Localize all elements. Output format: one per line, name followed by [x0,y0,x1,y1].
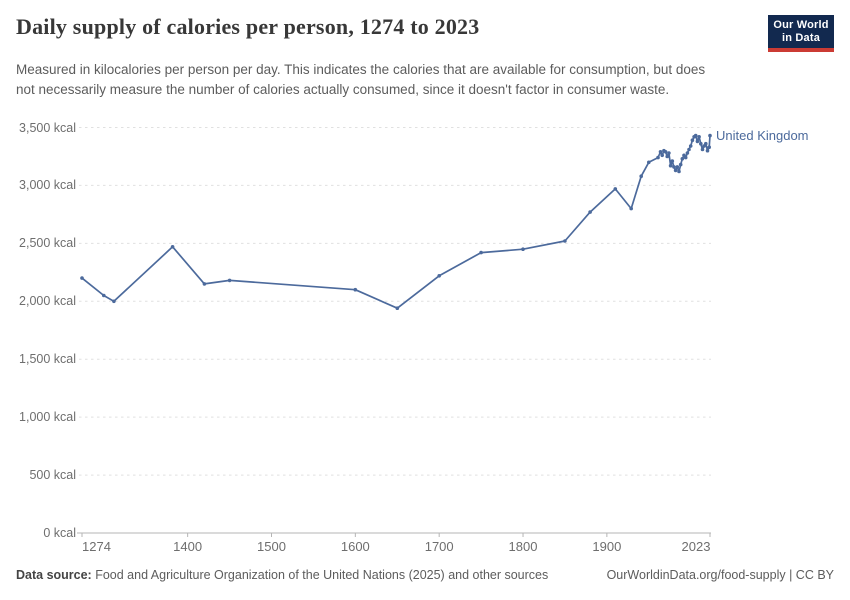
data-point-marker [521,247,525,251]
x-tick-label: 2023 [681,539,711,554]
x-tick-label: 1900 [592,539,622,554]
data-point-marker [697,135,701,139]
owid-logo-line1: Our World [773,18,829,31]
owid-logo[interactable]: Our World in Data [768,15,834,52]
owid-logo-line2: in Data [781,31,821,44]
chart-footer: Data source: Food and Agriculture Organi… [16,568,834,582]
uk-line-series [81,134,711,310]
chart-subtitle: Measured in kilocalories per person per … [16,62,706,97]
data-point-marker [437,274,442,278]
y-tick-label: 2,500 kcal [19,236,76,251]
x-tick-label: 1500 [257,539,286,554]
data-point-marker [647,160,651,165]
y-tick-label: 3,000 kcal [19,178,76,193]
y-tick-label: 2,000 kcal [19,294,76,309]
data-point-marker [707,145,711,149]
data-point-marker [693,133,698,138]
data-point-marker [395,306,400,311]
y-tick-label: 500 kcal [29,468,76,483]
data-point-marker [667,151,671,155]
data-point-marker [658,150,663,154]
y-tick-label: 0 kcal [43,526,76,540]
data-point-marker [670,159,675,163]
y-tick-label: 3,500 kcal [19,120,76,135]
data-point-marker [700,147,705,152]
y-tick-label: 1,500 kcal [19,352,76,367]
data-point-marker [673,168,678,173]
y-tick-label: 1,000 kcal [19,410,76,425]
x-tick-label: 1600 [340,539,370,554]
data-point-marker [683,155,688,160]
data-point-marker [479,250,483,255]
data-source-note: Data source: Food and Agriculture Organi… [16,568,548,582]
data-point-marker [227,278,232,283]
data-point-marker [690,138,695,142]
data-point-marker [685,151,690,155]
data-point-marker [613,187,618,191]
data-point-marker [639,174,643,178]
data-point-marker [708,133,712,138]
data-point-marker [675,165,680,169]
x-tick-label: 1400 [173,539,203,554]
data-point-marker [563,239,567,243]
data-source-label: Data source: [16,568,92,582]
data-point-marker [704,141,708,146]
data-point-marker [660,153,664,158]
data-point-marker [112,299,116,304]
data-point-marker [663,150,668,154]
data-point-marker [705,148,710,153]
data-point-marker [202,282,207,286]
data-point-marker [688,144,693,148]
attribution-link[interactable]: OurWorldinData.org/food-supply | CC BY [606,568,834,582]
data-point-marker [588,210,592,214]
data-point-marker [680,157,685,161]
data-point-marker [102,293,106,298]
data-source-text: Food and Agriculture Organization of the… [91,568,549,582]
data-point-marker [695,139,700,144]
data-point-marker [668,163,673,168]
data-point-marker [170,245,175,249]
data-point-marker [687,147,691,152]
x-tick-label: 1800 [508,539,538,554]
page-title: Daily supply of calories per person, 127… [16,14,480,39]
data-point-marker [699,141,703,146]
data-point-marker [353,287,358,292]
series-label-united-kingdom[interactable]: United Kingdom [716,127,809,143]
data-point-marker [677,169,681,174]
data-point-marker [656,155,660,160]
data-point-marker [665,154,669,159]
data-point-marker [672,165,676,169]
data-point-marker [678,162,683,167]
data-point-marker [629,206,633,211]
x-tick-label: 1700 [424,539,454,554]
data-point-marker [80,276,84,280]
x-tick-label: 1274 [82,539,111,554]
